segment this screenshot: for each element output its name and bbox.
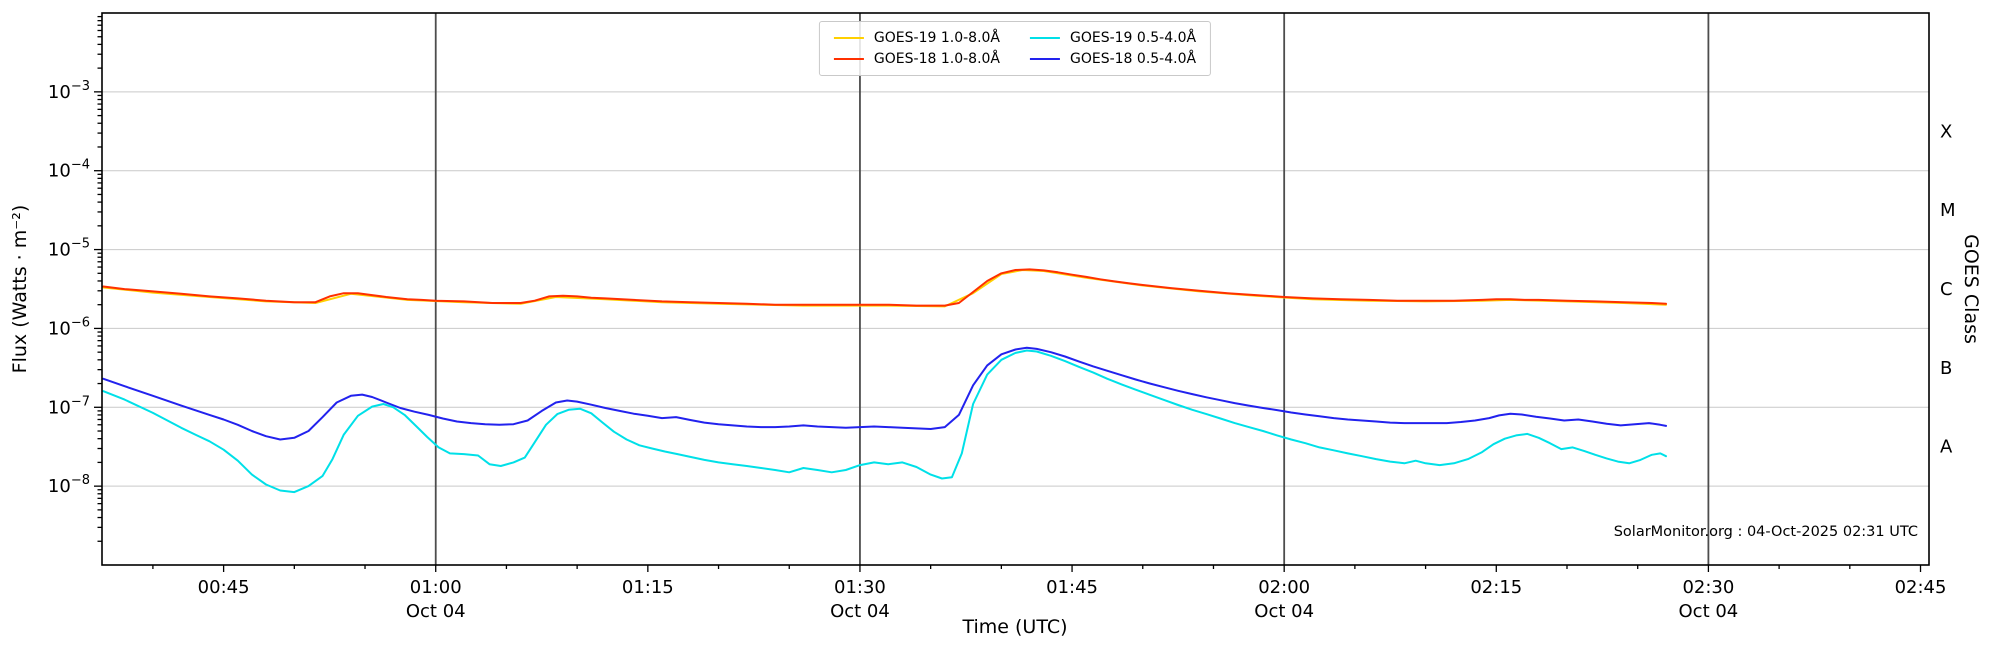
legend-line-sample-goes18-short [1030, 57, 1060, 61]
y-axis-label: Flux (Watts · m⁻²) [9, 204, 31, 374]
svg-text:Oct 04: Oct 04 [1679, 601, 1739, 622]
svg-text:B: B [1940, 358, 1952, 379]
series-line-goes18-short [102, 346, 1667, 441]
svg-text:10−3: 10−3 [48, 79, 90, 103]
svg-text:A: A [1940, 437, 1953, 458]
legend-label-goes19-short: GOES-19 0.5-4.0Å [1070, 30, 1197, 46]
svg-text:10−6: 10−6 [48, 315, 90, 339]
legend: GOES-19 1.0-8.0Å GOES-18 1.0-8.0Å GOES-1… [818, 21, 1212, 76]
svg-text:10−8: 10−8 [48, 473, 90, 497]
svg-text:01:45: 01:45 [1046, 577, 1098, 598]
legend-item-goes18-short: GOES-18 0.5-4.0Å [1030, 51, 1196, 67]
legend-line-sample-goes19-long [833, 36, 864, 40]
legend-item-goes19-long: GOES-19 1.0-8.0Å [833, 30, 1000, 46]
svg-text:02:45: 02:45 [1895, 577, 1947, 598]
svg-text:01:30: 01:30 [834, 577, 886, 598]
svg-text:10−4: 10−4 [48, 158, 90, 182]
svg-text:C: C [1940, 279, 1953, 300]
svg-text:02:00: 02:00 [1258, 577, 1310, 598]
svg-text:10−5: 10−5 [48, 237, 90, 261]
svg-text:Oct 04: Oct 04 [406, 601, 466, 622]
series-lines [102, 268, 1667, 494]
svg-text:10−7: 10−7 [48, 394, 90, 418]
svg-text:Oct 04: Oct 04 [1254, 601, 1314, 622]
plot-frame [101, 12, 1930, 566]
svg-text:02:15: 02:15 [1470, 577, 1522, 598]
legend-item-goes18-long: GOES-18 1.0-8.0Å [833, 51, 1000, 67]
x-axis-label: Time (UTC) [962, 616, 1068, 638]
watermark-text: SolarMonitor.org : 04-Oct-2025 02:31 UTC [1613, 524, 1918, 540]
svg-text:M: M [1940, 200, 1956, 221]
svg-text:01:00: 01:00 [410, 577, 462, 598]
legend-label-goes18-short: GOES-18 0.5-4.0Å [1070, 51, 1197, 67]
svg-text:Oct 04: Oct 04 [830, 601, 890, 622]
tick-labels: 00:45 01:00 Oct 04 01:15 01:30 Oct 04 01:45 02:… [48, 79, 1947, 622]
legend-item-goes19-short: GOES-19 0.5-4.0Å [1030, 30, 1196, 46]
day-boundary-lines [434, 13, 1710, 565]
gridlines [102, 91, 1929, 487]
legend-label-goes19-long: GOES-19 1.0-8.0Å [873, 30, 1000, 46]
y2-axis-label: GOES Class [1960, 234, 1982, 344]
svg-text:02:30: 02:30 [1682, 577, 1734, 598]
legend-line-sample-goes18-long [833, 57, 864, 61]
axis-ticks [94, 15, 1922, 572]
series-line-goes19-short [102, 349, 1667, 494]
goes-class-labels: X M C B A [1940, 121, 1956, 457]
svg-text:01:15: 01:15 [622, 577, 674, 598]
series-line-goes18-long [102, 268, 1667, 307]
legend-label-goes18-long: GOES-18 1.0-8.0Å [873, 51, 1000, 67]
legend-line-sample-goes19-short [1030, 36, 1060, 40]
svg-text:00:45: 00:45 [198, 577, 250, 598]
svg-text:X: X [1940, 121, 1952, 142]
